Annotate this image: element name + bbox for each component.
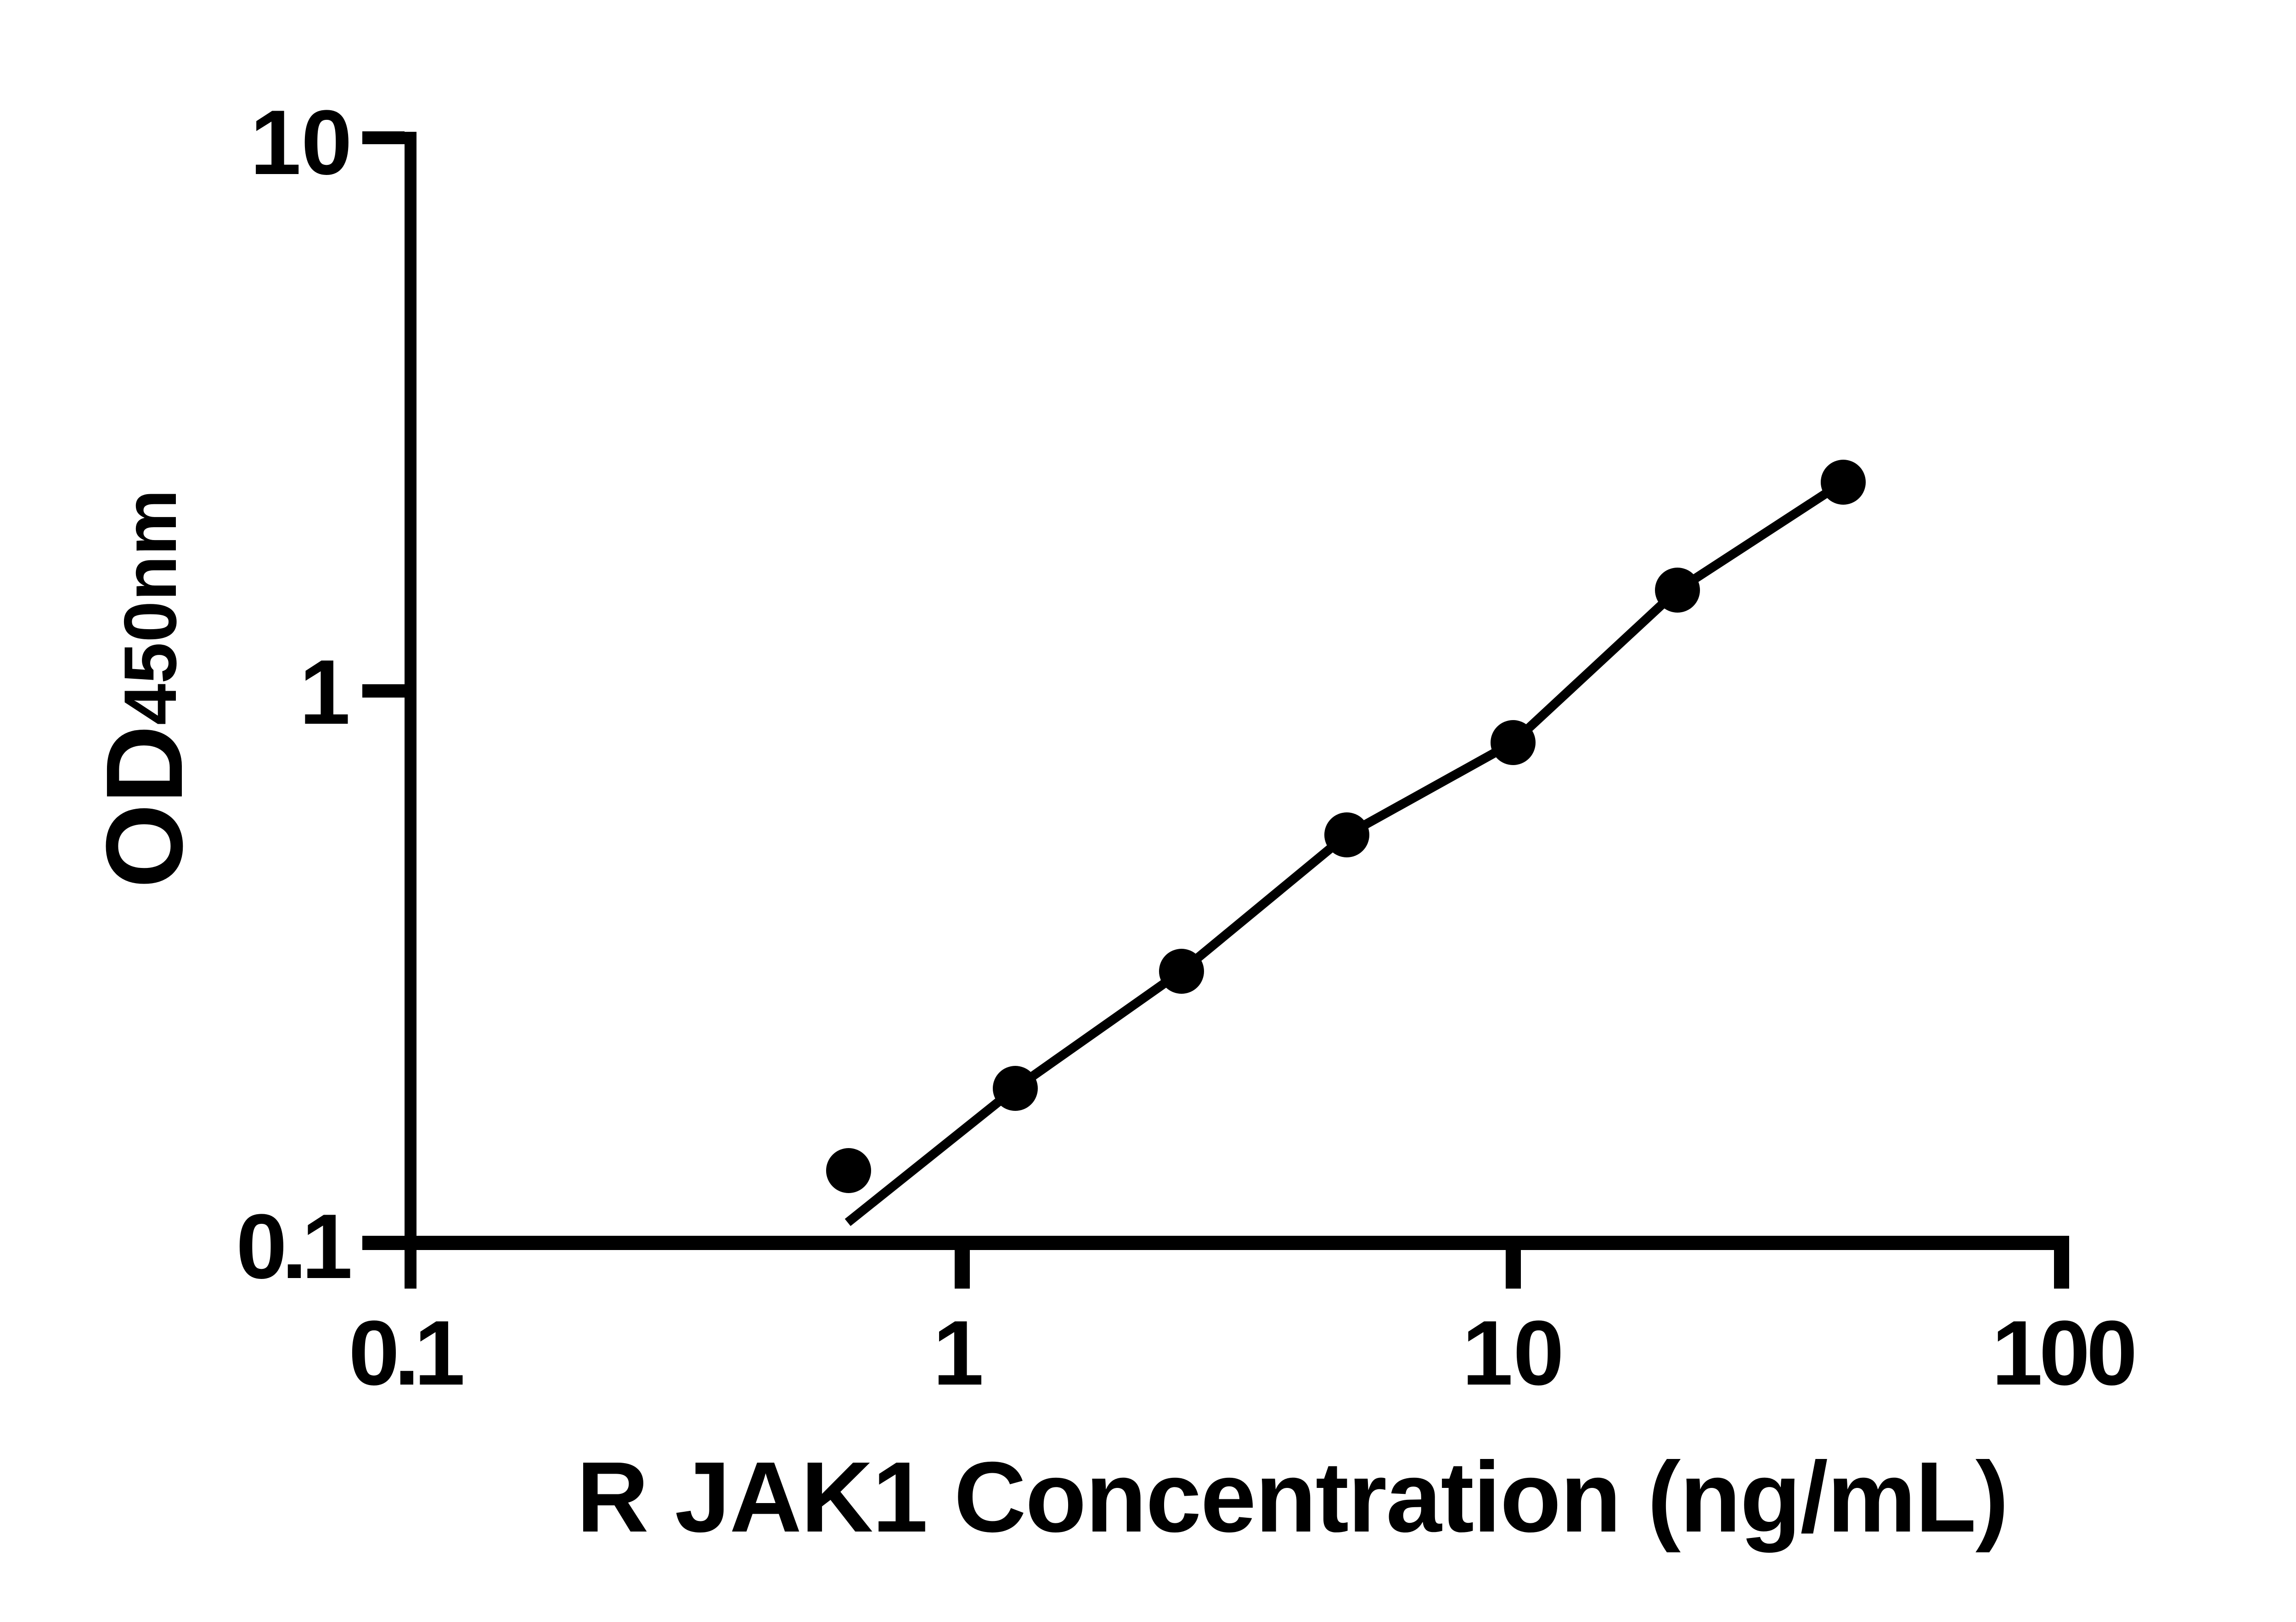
svg-text:0.1: 0.1 (236, 1195, 350, 1298)
svg-text:10: 10 (250, 91, 352, 194)
svg-text:1: 1 (299, 641, 350, 743)
svg-text:1: 1 (933, 1302, 984, 1404)
svg-text:10: 10 (1462, 1302, 1564, 1404)
svg-text:100: 100 (1992, 1302, 2134, 1404)
svg-text:0.1: 0.1 (349, 1302, 463, 1404)
svg-text:R JAK1 Concentration (ng/mL): R JAK1 Concentration (ng/mL) (576, 1442, 2008, 1553)
